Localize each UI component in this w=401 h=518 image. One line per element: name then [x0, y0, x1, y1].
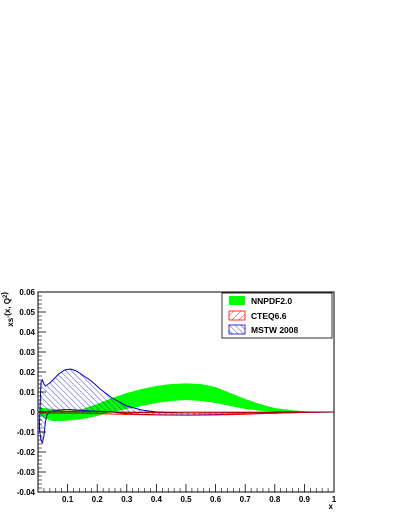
- y-tick-label: -0.02: [17, 448, 36, 457]
- x-tick-label: 0.1: [62, 495, 74, 504]
- legend-swatch-mstw: [228, 324, 246, 335]
- y-tick-label: 0.04: [19, 328, 35, 337]
- y-tick-label: 0.03: [19, 348, 35, 357]
- y-tick-label: -0.04: [17, 488, 36, 497]
- legend: NNPDF2.0 CTEQ6.6 MSTW 2008: [221, 292, 333, 339]
- legend-swatch-cteq: [228, 310, 246, 321]
- y-tick-label: -0.01: [17, 428, 36, 437]
- legend-swatch-nnpdf: [229, 296, 245, 305]
- legend-label-cteq: CTEQ6.6: [251, 311, 287, 321]
- x-tick-label: 1: [332, 495, 337, 504]
- x-tick-label: 0.4: [151, 495, 163, 504]
- x-tick-label: 0.5: [180, 495, 192, 504]
- x-axis-title: x: [329, 502, 334, 511]
- legend-label-mstw: MSTW 2008: [251, 325, 299, 335]
- x-tick-label: 0.8: [269, 495, 281, 504]
- plot-frame: [37, 291, 335, 493]
- x-tick-label: 0.2: [92, 495, 104, 504]
- y-tick-label: 0: [31, 408, 36, 417]
- x-tick-label: 0.6: [210, 495, 222, 504]
- y-tick-label: 0.02: [19, 368, 35, 377]
- x-tick-label: 0.7: [240, 495, 252, 504]
- x-tick-label: 0.9: [299, 495, 311, 504]
- axis-layer: -0.04 -0.03 -0.02 -0.01 0 0.01 0.02 0.03 0.04 0.0…: [17, 288, 337, 504]
- x-tick-label: 0.3: [121, 495, 133, 504]
- y-tick-label: 0.01: [19, 388, 35, 397]
- y-tick-label: 0.05: [19, 308, 35, 317]
- y-tick-label: -0.03: [17, 468, 36, 477]
- y-tick-label: 0.06: [19, 288, 35, 297]
- y-axis-title: xs-(x, Q2): [0, 292, 15, 327]
- legend-label-nnpdf: NNPDF2.0: [251, 296, 292, 306]
